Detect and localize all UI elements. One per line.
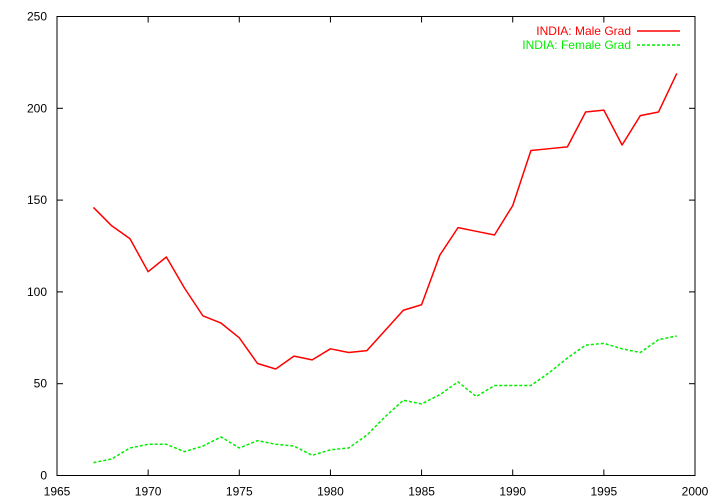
series-line-male-grad xyxy=(92,73,678,370)
y-tick-label: 50 xyxy=(34,377,48,391)
y-tick-label: 100 xyxy=(27,285,47,299)
legend-label-female: INDIA: Female Grad xyxy=(522,38,631,52)
legend-label-male: INDIA: Male Grad xyxy=(536,24,631,38)
y-tick-label: 0 xyxy=(40,469,47,483)
x-tick-label: 1965 xyxy=(44,485,71,499)
x-tick-label: 1970 xyxy=(135,485,162,499)
y-tick-label: 250 xyxy=(27,10,47,24)
legend: INDIA: Male Grad INDIA: Female Grad xyxy=(522,24,680,52)
y-tick-label: 150 xyxy=(27,193,47,207)
series-line-female-grad xyxy=(93,335,677,464)
x-tick-label: 2000 xyxy=(682,485,709,499)
axis-ticks: 1965 1970 1975 1980 1985 1990 1995 2000 0 50 100 15… xyxy=(27,10,709,499)
x-tick-label: 1995 xyxy=(591,485,618,499)
x-tick-label: 1990 xyxy=(499,485,526,499)
y-tick-label: 200 xyxy=(27,101,47,115)
plot-frame xyxy=(56,16,696,476)
x-tick-label: 1985 xyxy=(408,485,435,499)
x-tick-label: 1975 xyxy=(226,485,253,499)
x-tick-label: 1980 xyxy=(317,485,344,499)
series-lines xyxy=(92,73,678,464)
